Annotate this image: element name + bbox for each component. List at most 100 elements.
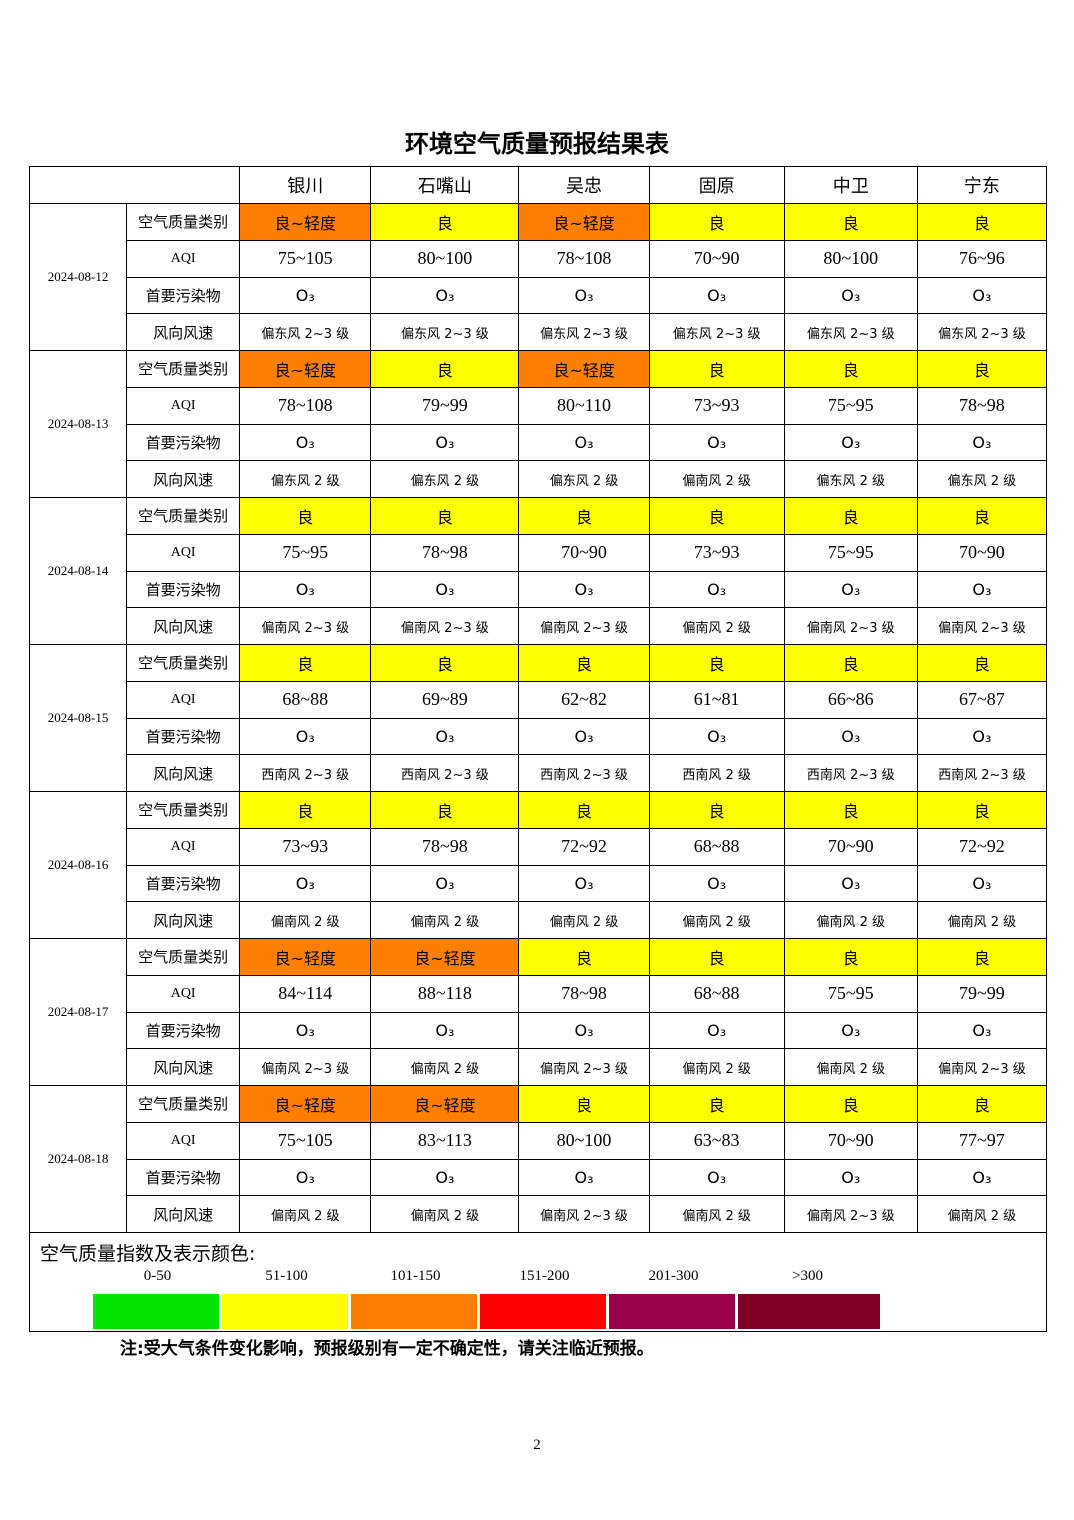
category-cell: 良~轻度 — [239, 203, 372, 241]
city-header: 中卫 — [783, 166, 918, 204]
row-label-pollutant: 首要污染物 — [126, 570, 241, 609]
pollutant-cell: O₃ — [916, 1011, 1048, 1050]
table-row-wind: 风向风速 偏南风 2~3 级偏南风 2~3 级偏南风 2~3 级偏南风 2 级偏南… — [30, 607, 1048, 645]
pollutant-cell: O₃ — [783, 717, 918, 756]
pollutant-cell: O₃ — [370, 717, 520, 756]
category-cell: 良 — [648, 791, 785, 829]
category-cell: 良 — [783, 938, 918, 976]
wind-cell: 西南风 2~3 级 — [370, 754, 520, 792]
legend-color-swatch — [222, 1294, 348, 1329]
pollutant-cell: O₃ — [518, 717, 650, 756]
aqi-cell: 78~98 — [370, 827, 520, 866]
pollutant-cell: O₃ — [783, 276, 918, 315]
category-cell: 良 — [783, 203, 918, 241]
category-cell: 良 — [916, 203, 1048, 241]
wind-cell: 偏南风 2~3 级 — [239, 607, 372, 645]
aqi-cell: 78~98 — [370, 533, 520, 572]
wind-cell: 西南风 2~3 级 — [916, 754, 1048, 792]
aqi-cell: 76~96 — [916, 239, 1048, 278]
table-row-wind: 风向风速 偏南风 2~3 级偏南风 2 级偏南风 2~3 级偏南风 2 级偏南风 … — [30, 1048, 1048, 1086]
wind-cell: 偏东风 2~3 级 — [518, 313, 650, 351]
pollutant-cell: O₃ — [916, 570, 1048, 609]
aqi-cell: 70~90 — [783, 1121, 918, 1160]
row-label-aqi: AQI — [126, 1121, 241, 1160]
aqi-cell: 80~100 — [370, 239, 520, 278]
row-label-wind: 风向风速 — [126, 1048, 241, 1086]
row-label-pollutant: 首要污染物 — [126, 1158, 241, 1197]
table-row-pollutant: 首要污染物 O₃ O₃ O₃ O₃ O₃ O₃ — [30, 423, 1048, 462]
wind-cell: 偏南风 2~3 级 — [518, 607, 650, 645]
forecast-date: 2024-08-12 — [28, 203, 128, 351]
row-label-wind: 风向风速 — [126, 754, 241, 792]
category-cell: 良 — [518, 938, 650, 976]
table-row-aqi: AQI 75~105 80~100 78~108 70~90 80~100 76~96 — [30, 239, 1048, 278]
forecast-date: 2024-08-13 — [28, 350, 128, 498]
table-row-aqi: AQI 78~108 79~99 80~110 73~93 75~95 78~98 — [30, 386, 1048, 425]
row-label-wind: 风向风速 — [126, 460, 241, 498]
table-row-category: 2024-08-13 空气质量类别 良~轻度良良~轻度良良良 — [28, 350, 1048, 498]
category-cell: 良 — [783, 1085, 918, 1123]
wind-cell: 偏南风 2 级 — [648, 1195, 785, 1233]
pollutant-cell: O₃ — [239, 1158, 372, 1197]
aqi-cell: 62~82 — [518, 680, 650, 719]
aqi-cell: 80~110 — [518, 386, 650, 425]
wind-cell: 偏东风 2 级 — [783, 460, 918, 498]
aqi-cell: 80~100 — [783, 239, 918, 278]
row-label-category: 空气质量类别 — [126, 497, 241, 535]
category-cell: 良 — [648, 938, 785, 976]
legend-range-label: 201-300 — [648, 1268, 699, 1284]
pollutant-cell: O₃ — [370, 1158, 520, 1197]
wind-cell: 偏南风 2 级 — [916, 1195, 1048, 1233]
table-row-category: 2024-08-14 空气质量类别良良良良良良 — [28, 497, 1048, 645]
wind-cell: 偏东风 2~3 级 — [916, 313, 1048, 351]
category-cell: 良 — [783, 644, 918, 682]
pollutant-cell: O₃ — [648, 1158, 785, 1197]
pollutant-cell: O₃ — [239, 864, 372, 903]
aqi-cell: 70~90 — [518, 533, 650, 572]
wind-cell: 偏南风 2~3 级 — [916, 1048, 1048, 1086]
pollutant-cell: O₃ — [370, 570, 520, 609]
pollutant-cell: O₃ — [783, 1158, 918, 1197]
aqi-cell: 67~87 — [916, 680, 1048, 719]
city-header: 石嘴山 — [370, 166, 520, 204]
aqi-cell: 66~86 — [783, 680, 918, 719]
forecast-table: 银川 石嘴山 吴忠 固原 中卫 宁东 2024-08-12 空气质量类别 良~轻度良良~轻度良良… — [28, 166, 1048, 1332]
legend-color-swatch — [480, 1294, 606, 1329]
forecast-date: 2024-08-16 — [28, 791, 128, 939]
row-label-category: 空气质量类别 — [126, 791, 241, 829]
pollutant-cell: O₃ — [916, 1158, 1048, 1197]
pollutant-cell: O₃ — [648, 423, 785, 462]
page-number: 2 — [533, 1437, 541, 1453]
category-cell: 良 — [916, 497, 1048, 535]
aqi-cell: 75~105 — [239, 239, 372, 278]
category-cell: 良~轻度 — [518, 203, 650, 241]
wind-cell: 偏东风 2 级 — [518, 460, 650, 498]
wind-cell: 偏东风 2~3 级 — [783, 313, 918, 351]
row-label-aqi: AQI — [126, 680, 241, 719]
pollutant-cell: O₃ — [783, 423, 918, 462]
pollutant-cell: O₃ — [783, 864, 918, 903]
category-cell: 良 — [239, 497, 372, 535]
aqi-cell: 75~95 — [783, 533, 918, 572]
category-cell: 良 — [239, 791, 372, 829]
wind-cell: 偏东风 2~3 级 — [648, 313, 785, 351]
pollutant-cell: O₃ — [783, 570, 918, 609]
wind-cell: 偏南风 2~3 级 — [783, 1195, 918, 1233]
table-row-category: 2024-08-16 空气质量类别良良良良良良 — [28, 791, 1048, 939]
table-row-aqi: AQI 73~93 78~98 72~92 68~88 70~90 72~92 — [30, 827, 1048, 866]
table-row-category: 2024-08-18 空气质量类别 良~轻度 良~轻度良良良良 — [28, 1085, 1048, 1233]
row-label-category: 空气质量类别 — [126, 350, 241, 388]
city-header: 固原 — [648, 166, 785, 204]
table-row-wind: 风向风速 偏东风 2 级偏东风 2 级偏东风 2 级偏南风 2 级偏东风 2 级偏… — [30, 460, 1048, 498]
row-label-wind: 风向风速 — [126, 1195, 241, 1233]
table-row-aqi: AQI 75~105 83~113 80~100 63~83 70~90 77~97 — [30, 1121, 1048, 1160]
forecast-date: 2024-08-14 — [28, 497, 128, 645]
row-label-aqi: AQI — [126, 827, 241, 866]
pollutant-cell: O₃ — [239, 1011, 372, 1050]
pollutant-cell: O₃ — [518, 570, 650, 609]
header-row: 银川 石嘴山 吴忠 固原 中卫 宁东 — [28, 166, 1048, 204]
table-row-category: 2024-08-17 空气质量类别 良~轻度 良~轻度良良良良 — [28, 938, 1048, 1086]
pollutant-cell: O₃ — [648, 717, 785, 756]
aqi-cell: 68~88 — [239, 680, 372, 719]
